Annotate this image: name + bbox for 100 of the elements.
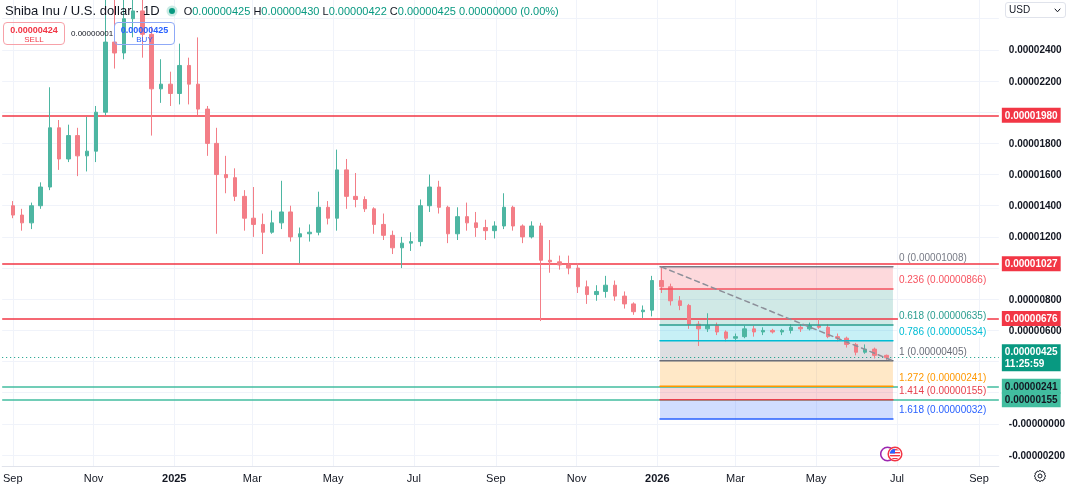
candlestick [187,57,191,105]
series-label: 0.236 (0.00000866) [898,274,987,286]
y-tick-label: 0.00000800 [1008,293,1063,305]
candlestick [233,167,237,202]
candlestick [353,172,358,208]
series-label: 1.618 (0.00000032) [898,404,987,416]
candlestick [335,149,339,232]
candlestick [214,127,219,235]
series-label: 0.618 (0.00000635) [898,310,987,322]
candlestick [483,219,488,241]
x-tick-label: Nov [566,471,587,484]
text: USD [1009,4,1031,15]
series-label: 1.414 (0.00000155) [898,385,987,397]
x-tick-label: Mar [725,471,746,484]
candlestick [427,174,432,213]
candlestick [511,205,515,232]
candlestick [576,262,580,294]
candlestick [678,295,682,311]
candlestick [168,71,173,107]
candlestick [344,158,349,210]
candlestick [817,319,821,330]
candlestick [242,189,247,232]
candlestick [603,275,608,299]
candlestick [177,43,182,105]
candlestick [705,312,710,333]
candlestick [48,86,52,191]
candlestick [502,192,506,230]
candlestick [557,255,562,271]
y-tick-label: 0.00001400 [1008,200,1063,212]
candlestick [798,323,803,333]
candlestick [742,325,747,339]
candlestick [687,303,691,330]
ref-line-label: 0.00001027 [1004,258,1059,270]
candlestick [75,127,80,177]
x-tick-label: Mar [242,471,263,484]
candlestick [57,119,61,171]
candlestick [38,181,43,210]
ref-line-label: 0.00000155 [1004,394,1059,406]
candlestick [29,202,34,230]
candlestick [780,328,784,336]
candlestick [492,220,497,239]
candlestick [20,208,24,232]
candlestick [733,333,738,342]
candlestick [474,211,478,238]
y-tick-label: -0.00000200 [1008,449,1066,461]
candlestick [381,213,386,241]
candlestick [85,116,89,172]
y-tick-label: 0.00001200 [1008,231,1063,243]
y-tick-label: 0.00001800 [1008,137,1063,149]
candlestick [752,325,756,338]
candlestick [261,213,265,255]
candlestick [641,304,645,319]
series-label: 1.272 (0.00000241) [898,371,987,383]
candlestick [613,280,617,302]
series-label: 1 (0.00000405) [898,346,967,358]
candlestick [446,205,450,244]
candlestick [196,36,200,116]
candlestick [622,290,627,310]
candlestick [307,223,312,243]
candlestick [724,329,728,342]
text: O0.00000425 H0.00000430 L0.00000422 C0.00000425 0.00000000 (0.00%) [183,4,559,17]
candlestick [372,206,376,235]
x-tick-label: May [322,471,344,484]
candlestick [566,255,571,275]
candlestick [715,322,719,336]
candlestick [465,202,469,232]
x-tick-label: Jul [889,471,904,484]
x-tick-label: Sep [969,471,989,484]
x-tick-label: May [805,471,828,484]
candlestick [529,220,534,239]
candlestick [279,180,284,230]
candlestick [390,230,395,255]
y-tick-label: 0.00002200 [1008,75,1063,87]
candlestick [631,301,636,316]
candlestick [437,180,441,215]
y-tick-label: 0.00000600 [1008,324,1063,336]
y-tick-label: -0.00000000 [1008,418,1066,430]
candlestick [94,105,98,163]
ref-line-label: 0.00000676 [1004,313,1059,325]
candlestick [205,105,210,157]
x-tick-label: Jul [406,471,421,484]
candlestick [659,266,664,294]
candlestick [298,227,302,264]
candlestick [455,206,460,241]
candlestick [159,58,163,104]
y-tick-label: 0.00001600 [1008,169,1063,181]
x-tick-label: Sep [2,471,23,484]
ref-line-label: 0.00000241 [1004,380,1059,392]
candlestick [761,326,765,336]
candlestick [66,124,71,163]
candlestick [409,231,413,252]
x-tick-label: Nov [83,471,104,484]
candlestick [316,191,321,236]
candlestick [418,198,423,247]
series-label: 0 (0.00001008) [898,252,967,264]
candlestick [363,195,367,213]
candlestick [288,205,293,243]
candlestick [770,328,775,335]
x-tick-label: 2026 [645,471,670,484]
candlestick [548,239,552,274]
